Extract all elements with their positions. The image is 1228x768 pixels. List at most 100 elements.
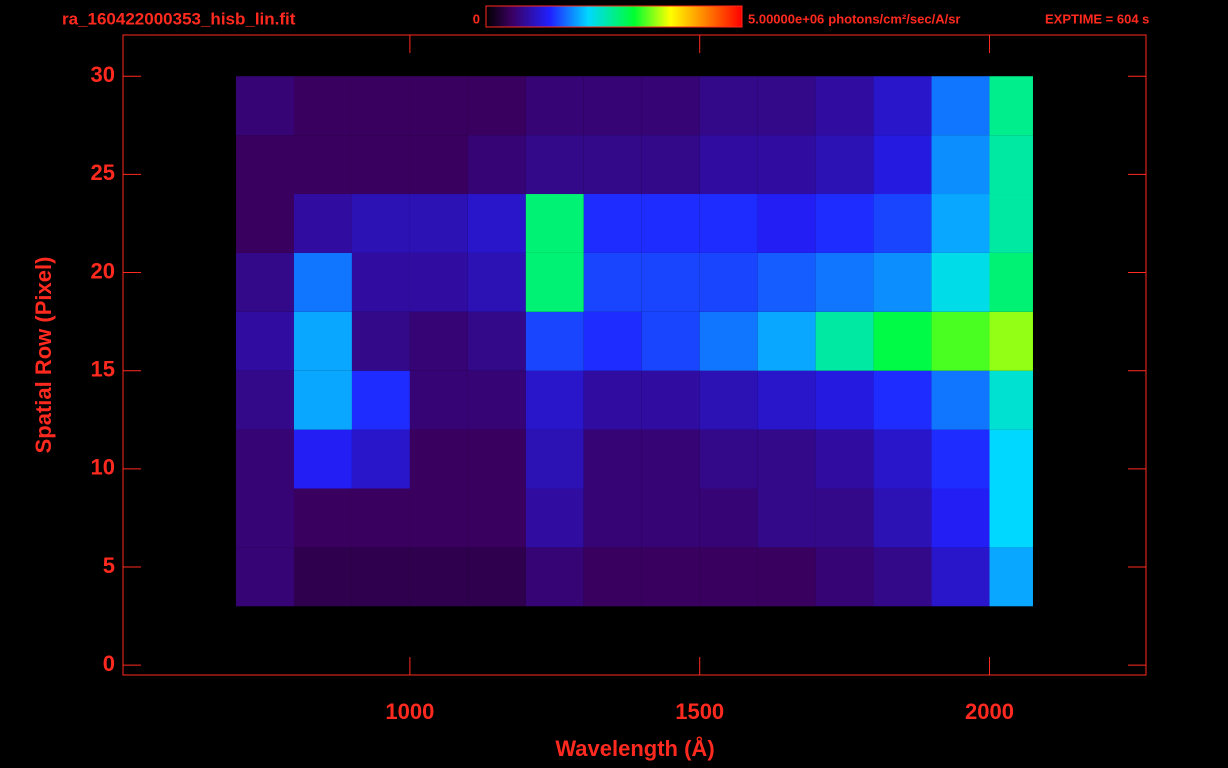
heatmap-cell xyxy=(293,311,352,371)
heatmap-cell xyxy=(467,547,526,607)
heatmap-cell xyxy=(699,547,758,607)
heatmap-cell xyxy=(989,311,1033,371)
heatmap-cell xyxy=(409,488,468,548)
heatmap-cell xyxy=(641,194,700,253)
y-axis-label: Spatial Row (Pixel) xyxy=(31,257,56,454)
heatmap-cell xyxy=(699,311,758,371)
x-axis-label: Wavelength (Å) xyxy=(555,735,714,761)
heatmap-cell xyxy=(989,488,1033,548)
heatmap-cell xyxy=(873,547,932,607)
x-tick-label: 1000 xyxy=(385,699,434,724)
heatmap-cell xyxy=(236,311,294,371)
heatmap-cell xyxy=(236,135,294,195)
heatmap-cell xyxy=(873,194,932,253)
heatmap-cell xyxy=(467,76,526,136)
colorbar-min-label: 0 xyxy=(473,11,480,26)
heatmap-cell xyxy=(293,429,352,489)
heatmap-cell xyxy=(583,429,642,489)
heatmap-cell xyxy=(989,194,1033,253)
heatmap-cell xyxy=(757,370,816,430)
heatmap-cell xyxy=(525,311,584,371)
y-tick-label: 0 xyxy=(103,651,115,676)
heatmap-cell xyxy=(351,252,410,312)
heatmap-cell xyxy=(641,252,700,312)
heatmap-cell xyxy=(699,370,758,430)
heatmap-cell xyxy=(815,547,874,607)
heatmap-cell xyxy=(236,194,294,253)
heatmap-cell xyxy=(641,488,700,548)
heatmap-cell xyxy=(351,547,410,607)
heatmap-cell xyxy=(873,370,932,430)
heatmap-cell xyxy=(815,252,874,312)
heatmap-cell xyxy=(236,370,294,430)
heatmap-cell xyxy=(931,429,990,489)
x-tick-label: 1500 xyxy=(675,699,724,724)
heatmap-cell xyxy=(293,76,352,136)
heatmap-cell xyxy=(583,488,642,548)
heatmap-cell xyxy=(757,135,816,195)
heatmap-cell xyxy=(815,76,874,136)
heatmap-cell xyxy=(641,429,700,489)
heatmap-cell xyxy=(641,370,700,430)
heatmap-cell xyxy=(293,370,352,430)
heatmap-cell xyxy=(757,311,816,371)
heatmap-cell xyxy=(351,311,410,371)
heatmap-cell xyxy=(989,547,1033,607)
chart-title: ra_160422000353_hisb_lin.fit xyxy=(62,9,296,28)
heatmap-cell xyxy=(293,252,352,312)
heatmap-cell xyxy=(236,429,294,489)
heatmap-cell xyxy=(699,429,758,489)
heatmap-cell xyxy=(236,252,294,312)
y-tick-label: 15 xyxy=(91,357,115,382)
heatmap-cell xyxy=(525,547,584,607)
heatmap-cell xyxy=(757,488,816,548)
heatmap-cell xyxy=(583,194,642,253)
heatmap-cell xyxy=(351,488,410,548)
heatmap-cell xyxy=(641,311,700,371)
heatmap-cell xyxy=(989,252,1033,312)
heatmap-cell xyxy=(409,135,468,195)
heatmap-cell xyxy=(409,252,468,312)
heatmap-cell xyxy=(525,488,584,548)
heatmap-cell xyxy=(757,194,816,253)
heatmap-cell xyxy=(467,370,526,430)
heatmap-cell xyxy=(989,429,1033,489)
heatmap-cell xyxy=(236,76,294,136)
heatmap-cell xyxy=(525,429,584,489)
heatmap-cell xyxy=(293,194,352,253)
heatmap-cell xyxy=(815,429,874,489)
heatmap-cell xyxy=(757,429,816,489)
heatmap-cell xyxy=(931,194,990,253)
heatmap-cell xyxy=(757,76,816,136)
heatmap-cell xyxy=(873,76,932,136)
heatmap-cell xyxy=(641,76,700,136)
heatmap-cell xyxy=(467,311,526,371)
heatmap-cell xyxy=(641,547,700,607)
y-tick-label: 30 xyxy=(91,62,115,87)
heatmap-cell xyxy=(815,311,874,371)
heatmap-cell xyxy=(931,252,990,312)
heatmap-cell xyxy=(525,135,584,195)
heatmap-cell xyxy=(757,252,816,312)
annotation: EXPTIME = 604 s xyxy=(1045,11,1149,26)
x-tick-label: 2000 xyxy=(965,699,1014,724)
heatmap-cell xyxy=(873,311,932,371)
heatmap-cell xyxy=(467,252,526,312)
y-tick-label: 25 xyxy=(91,160,115,185)
heatmap-cell xyxy=(873,252,932,312)
heatmap-cell xyxy=(467,194,526,253)
heatmap-cell xyxy=(931,76,990,136)
heatmap-cell xyxy=(815,488,874,548)
heatmap-cell xyxy=(409,370,468,430)
heatmap-cell xyxy=(583,547,642,607)
heatmap-cell xyxy=(293,547,352,607)
heatmap-cell xyxy=(931,135,990,195)
heatmap-cell xyxy=(525,76,584,136)
y-tick-label: 10 xyxy=(91,455,115,480)
heatmap-cell xyxy=(989,370,1033,430)
heatmap-cell xyxy=(467,135,526,195)
heatmap-cell xyxy=(873,429,932,489)
heatmap-cell xyxy=(931,547,990,607)
heatmap-cell xyxy=(583,76,642,136)
